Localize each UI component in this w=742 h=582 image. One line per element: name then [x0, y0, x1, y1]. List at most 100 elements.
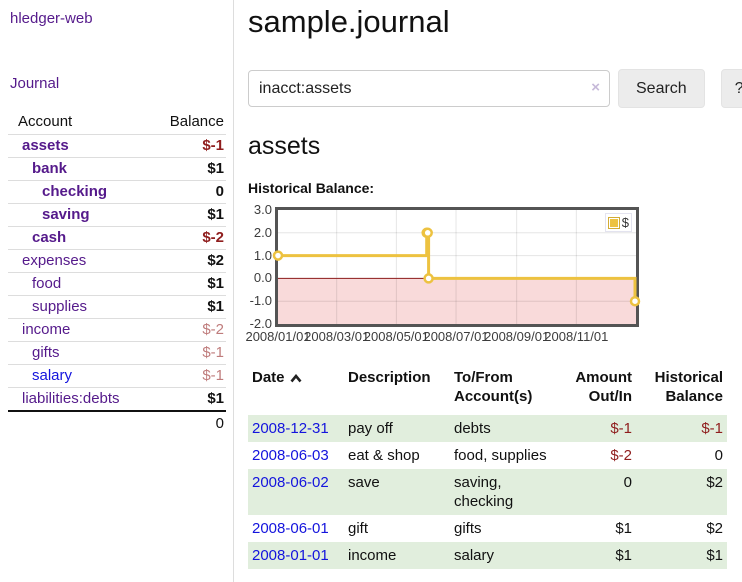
x-tick-label: 2008/11/01: [544, 329, 609, 344]
register-row[interactable]: 2008-06-02 save saving, checking 0 $2: [248, 469, 727, 515]
register-accounts-cell: salary: [450, 542, 554, 569]
register-balance-cell: $2: [706, 520, 723, 537]
accounts-total-balance: 0: [145, 410, 226, 435]
register-accounts-cell: saving, checking: [450, 469, 554, 515]
account-balance: 0: [145, 180, 226, 204]
account-row: checking 0: [8, 180, 226, 204]
y-tick-label: 3.0: [253, 202, 272, 217]
account-name-cell: cash: [8, 226, 146, 250]
account-link[interactable]: supplies: [32, 298, 88, 315]
register-header-balance: Historical Balance: [636, 366, 727, 415]
register-header-balance-line2: Balance: [665, 388, 723, 405]
y-tick-label: 0.0: [253, 270, 272, 286]
register-header-date[interactable]: Date: [248, 366, 344, 415]
transaction-date-link[interactable]: 2008-01-01: [252, 547, 329, 564]
app-title-link[interactable]: hledger-web: [10, 10, 93, 27]
historical-balance-chart[interactable]: 3.0 2.0 1.0 0.0 -1.0 -2.0 $ 2008/01/01 2008/03…: [245, 202, 742, 345]
register-date-cell: 2008-06-01: [248, 515, 344, 542]
account-link[interactable]: gifts: [32, 344, 60, 361]
account-link[interactable]: expenses: [22, 252, 87, 269]
search-input-wrap: ×: [248, 70, 610, 107]
account-row: liabilities:debts $1: [8, 387, 226, 411]
account-balance: $-1: [145, 341, 226, 365]
register-header-accounts: To/From Account(s): [450, 366, 554, 415]
accounts-total-row: 0: [8, 410, 226, 435]
register-header-description: Description: [344, 366, 450, 415]
account-row: income $-2: [8, 318, 226, 342]
sidebar: hledger-web Journal Account Balance asse…: [0, 0, 234, 582]
register-amount-cell: $1: [615, 520, 632, 537]
transaction-date-link[interactable]: 2008-06-01: [252, 520, 329, 537]
account-name-cell: expenses: [8, 249, 146, 273]
account-balance: $1: [145, 203, 226, 227]
account-link[interactable]: cash: [32, 229, 67, 246]
account-row: bank $1: [8, 157, 226, 181]
transaction-date-link[interactable]: 2008-12-31: [252, 420, 329, 437]
register-balance-cell: $1: [636, 542, 727, 569]
register-row[interactable]: 2008-06-01 gift gifts $1 $2: [248, 515, 727, 542]
account-heading: assets: [248, 132, 321, 160]
account-row: expenses $2: [8, 249, 226, 273]
chart-canvas: [272, 210, 641, 324]
register-date-cell: 2008-06-03: [248, 442, 344, 469]
account-row: salary $-1: [8, 364, 226, 388]
register-row[interactable]: 2008-06-03 eat & shop food, supplies $-2 0: [248, 442, 727, 469]
y-tick-label: -1.0: [249, 293, 272, 309]
account-row: supplies $1: [8, 295, 226, 319]
account-balance: $1: [145, 157, 226, 181]
register-row[interactable]: 2008-12-31 pay off debts $-1 $-1: [248, 415, 727, 442]
account-link[interactable]: saving: [42, 206, 90, 223]
register-row[interactable]: 2008-01-01 income salary $1 $1: [248, 542, 727, 569]
account-name-cell: checking: [8, 180, 146, 204]
account-name-cell: saving: [8, 203, 146, 227]
help-button[interactable]: ?: [720, 69, 742, 108]
register-header-amount-line1: Amount: [575, 369, 632, 386]
sort-asc-icon: [290, 373, 302, 383]
transaction-date-link[interactable]: 2008-06-03: [252, 447, 329, 464]
chart-plot-area: $: [272, 207, 641, 327]
y-tick-label: -2.0: [249, 316, 272, 331]
accounts-header-account: Account: [8, 110, 146, 135]
chart-legend: $: [604, 213, 632, 232]
register-description-cell: save: [344, 469, 450, 515]
account-row: assets $-1: [8, 135, 226, 158]
register-accounts-cell: food, supplies: [454, 447, 547, 464]
account-row: gifts $-1: [8, 341, 226, 365]
account-link[interactable]: liabilities:debts: [22, 390, 120, 407]
main-content: sample.journal × Search ? assets Histori…: [234, 0, 742, 582]
account-name-cell: bank: [8, 157, 146, 181]
account-link[interactable]: assets: [22, 137, 69, 154]
transaction-date-link[interactable]: 2008-06-02: [252, 474, 329, 491]
register-header-row: Date Description To/From Account(s) Amou…: [248, 366, 727, 415]
clear-search-icon[interactable]: ×: [591, 79, 600, 96]
legend-swatch-icon: [607, 216, 620, 229]
page-title: sample.journal: [248, 4, 450, 39]
accounts-table-body: assets $-1 bank $1 checking 0 saving $1 cash $-2 e…: [8, 135, 226, 411]
register-table: Date Description To/From Account(s) Amou…: [248, 366, 727, 569]
register-accounts-cell: gifts: [454, 520, 482, 537]
account-link[interactable]: salary: [32, 367, 73, 384]
chart-plot-column: $ 2008/01/01 2008/03/01 2008/05/01 2008/07/…: [245, 207, 641, 345]
register-header-date-label: Date: [252, 369, 285, 386]
register-amount-cell: $1: [554, 542, 636, 569]
register-accounts-cell: debts: [450, 415, 554, 442]
account-link[interactable]: bank: [32, 160, 68, 177]
account-name-cell: gifts: [8, 341, 146, 365]
sidebar-item-journal[interactable]: Journal: [10, 75, 60, 92]
register-header-balance-line1: Historical: [654, 369, 723, 386]
register-header-accounts-line2: Account(s): [454, 388, 533, 405]
account-link[interactable]: income: [22, 321, 71, 338]
y-tick-label: 2.0: [253, 224, 272, 240]
sidebar-nav: Journal: [10, 75, 227, 92]
account-row: food $1: [8, 272, 226, 296]
search-input[interactable]: [248, 70, 610, 107]
search-button[interactable]: Search: [618, 69, 705, 108]
search-form: × Search ?: [248, 69, 742, 108]
negative-region: [278, 278, 636, 324]
register-amount-cell: $-1: [554, 415, 636, 442]
account-name-cell: supplies: [8, 295, 146, 319]
account-link[interactable]: checking: [42, 183, 108, 200]
account-link[interactable]: food: [32, 275, 62, 292]
account-name-cell: liabilities:debts: [8, 387, 146, 411]
